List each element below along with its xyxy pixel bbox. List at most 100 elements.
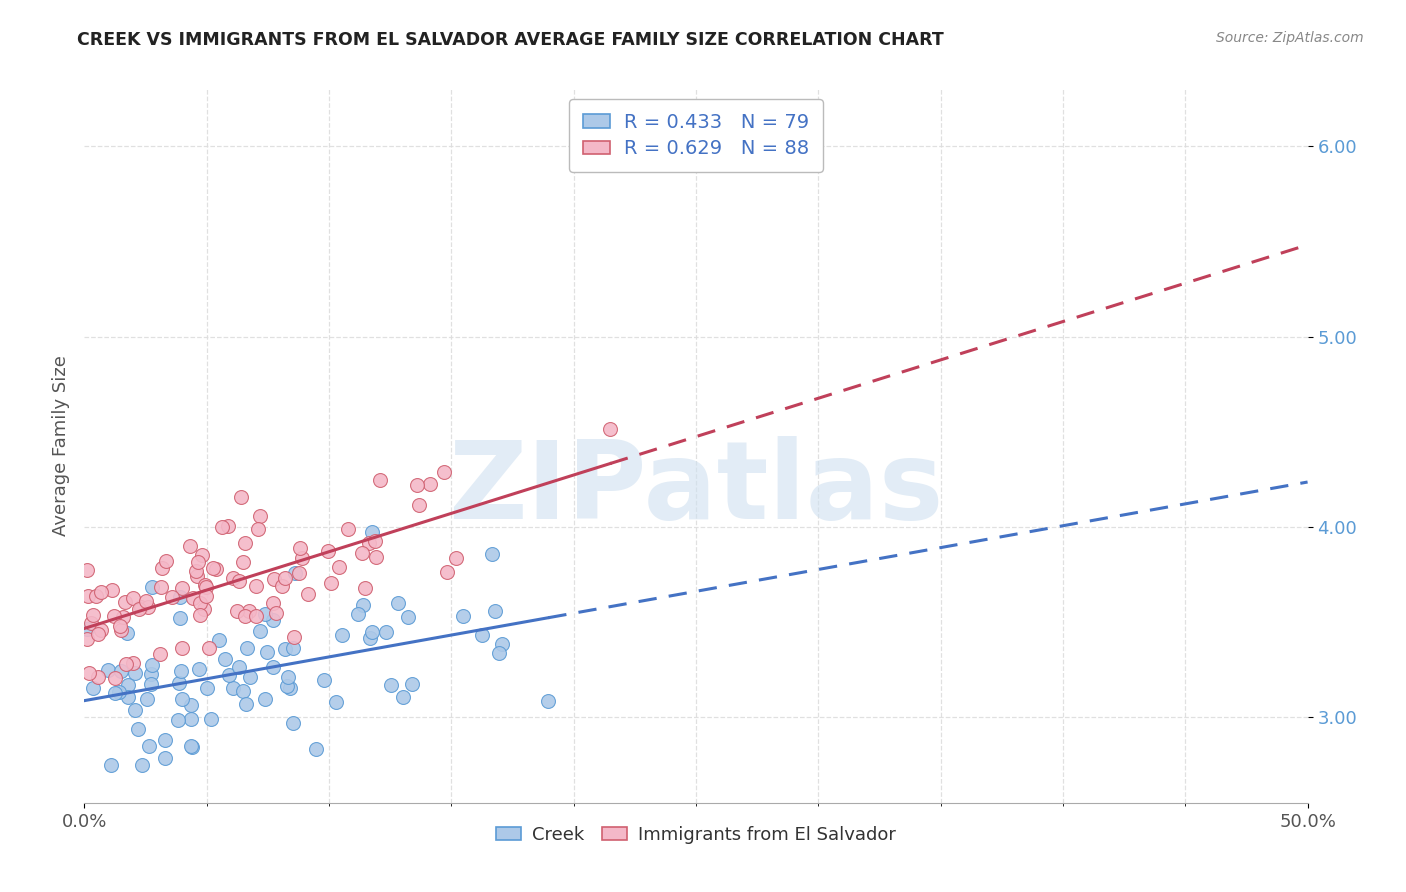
Point [408,498,430,512]
Point [471,628,494,642]
Point [139,666,162,681]
Point [187,555,209,569]
Point [200,713,222,727]
Point [350,546,373,560]
Point [352,599,374,613]
Point [247,523,270,537]
Point [153,733,176,747]
Point [396,610,419,624]
Point [186,568,208,582]
Point [387,596,409,610]
Point [104,671,127,685]
Point [233,536,256,550]
Point [84,589,107,603]
Point [274,642,297,657]
Point [291,551,314,566]
Point [141,677,163,691]
Point [170,692,193,706]
Point [325,695,347,709]
Point [226,604,249,618]
Point [76,632,98,646]
Point [100,757,122,772]
Point [114,595,136,609]
Point [80,616,103,631]
Point [364,533,387,548]
Point [167,713,190,727]
Point [336,523,359,537]
Point [195,581,218,595]
Point [160,590,183,604]
Text: Source: ZipAtlas.com: Source: ZipAtlas.com [1216,31,1364,45]
Point [155,554,177,568]
Point [198,641,221,656]
Point [274,571,297,585]
Point [214,651,236,665]
Point [319,576,342,591]
Legend: Creek, Immigrants from El Salvador: Creek, Immigrants from El Salvador [488,819,904,851]
Point [266,606,288,620]
Point [228,660,250,674]
Point [129,599,152,614]
Point [117,690,139,704]
Point [190,596,212,610]
Point [169,590,191,604]
Text: CREEK VS IMMIGRANTS FROM EL SALVADOR AVERAGE FAMILY SIZE CORRELATION CHART: CREEK VS IMMIGRANTS FROM EL SALVADOR AVE… [77,31,943,49]
Point [281,715,304,730]
Point [204,562,226,576]
Point [180,739,202,754]
Point [124,666,146,681]
Point [281,640,304,655]
Point [406,478,429,492]
Point [481,547,503,561]
Point [86,670,108,684]
Point [172,581,194,595]
Point [444,551,467,566]
Point [262,614,284,628]
Point [110,623,132,637]
Point [419,477,441,491]
Point [135,691,157,706]
Point [288,566,311,581]
Point [149,580,172,594]
Point [195,589,218,603]
Point [90,585,112,599]
Point [375,625,398,640]
Y-axis label: Average Family Size: Average Family Size [52,356,70,536]
Point [169,611,191,625]
Point [141,658,163,673]
Point [101,583,124,598]
Point [122,656,145,670]
Point [453,609,475,624]
Point [103,608,125,623]
Point [254,692,277,706]
Point [87,627,110,641]
Point [235,697,257,711]
Point [238,604,260,618]
Point [169,676,191,690]
Point [232,555,254,569]
Point [186,564,208,578]
Point [488,646,510,660]
Point [131,758,153,772]
Point [193,602,215,616]
Point [235,609,257,624]
Point [211,520,233,534]
Point [537,693,560,707]
Point [194,577,217,591]
Point [262,596,284,610]
Point [170,664,193,678]
Point [183,591,205,605]
Point [236,641,259,656]
Point [76,589,98,603]
Point [249,509,271,524]
Point [82,681,104,695]
Point [110,664,132,678]
Point [124,703,146,717]
Point [392,690,415,705]
Point [245,609,267,624]
Point [253,607,276,621]
Point [354,582,377,596]
Point [401,677,423,691]
Point [312,673,335,687]
Point [297,587,319,601]
